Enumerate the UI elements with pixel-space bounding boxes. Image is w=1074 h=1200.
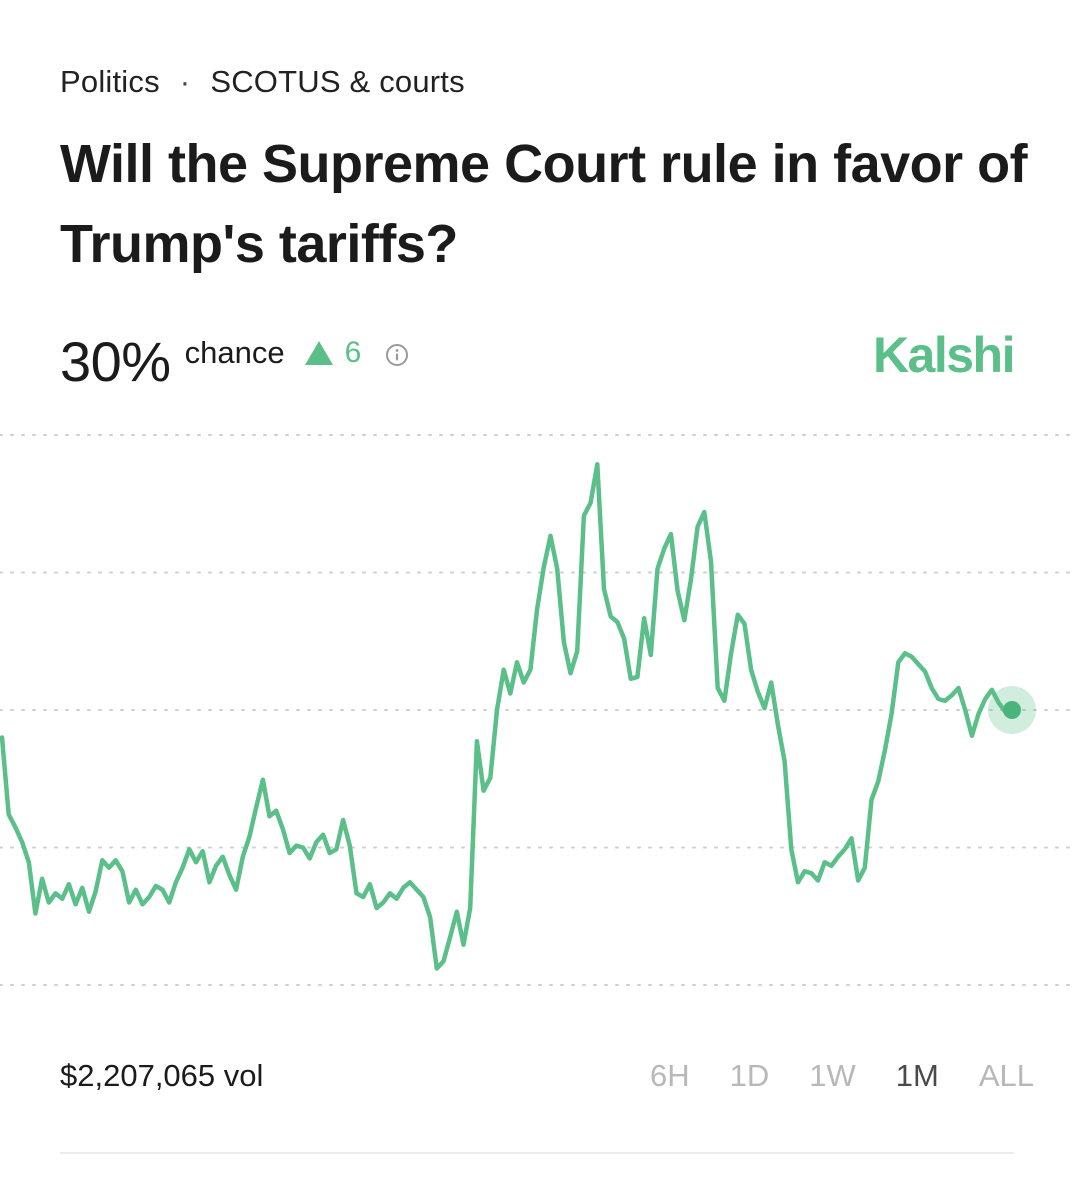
range-1m[interactable]: 1M	[895, 1058, 939, 1093]
chance-change: 6	[304, 336, 362, 370]
chance-value: 30%	[60, 329, 171, 393]
price-chart[interactable]	[0, 420, 1074, 1020]
up-triangle-icon	[304, 341, 333, 365]
breadcrumb-category[interactable]: Politics	[60, 64, 160, 99]
divider	[60, 1152, 1014, 1154]
info-icon[interactable]	[385, 343, 409, 367]
chart-grid	[0, 434, 1074, 986]
range-all[interactable]: ALL	[978, 1058, 1034, 1093]
breadcrumb: Politics · SCOTUS & courts	[60, 64, 465, 100]
current-point-marker[interactable]	[1003, 701, 1021, 719]
range-1d[interactable]: 1D	[729, 1058, 770, 1093]
chance-label: chance	[184, 335, 285, 370]
range-6h[interactable]: 6H	[649, 1058, 690, 1093]
time-range-selector: 6H 1D 1W 1M ALL	[650, 1058, 1034, 1094]
chance-summary: 30% chance 6	[60, 326, 409, 396]
market-title: Will the Supreme Court rule in favor of …	[60, 134, 1028, 274]
breadcrumb-separator: ·	[179, 64, 191, 99]
series-line-yes	[0, 462, 1015, 971]
breadcrumb-subcategory[interactable]: SCOTUS & courts	[210, 64, 465, 99]
volume-label: $2,207,065 vol	[60, 1058, 264, 1093]
chance-change-value: 6	[344, 336, 362, 369]
range-1w[interactable]: 1W	[809, 1058, 856, 1093]
kalshi-logo: Kalshi	[872, 327, 1016, 383]
